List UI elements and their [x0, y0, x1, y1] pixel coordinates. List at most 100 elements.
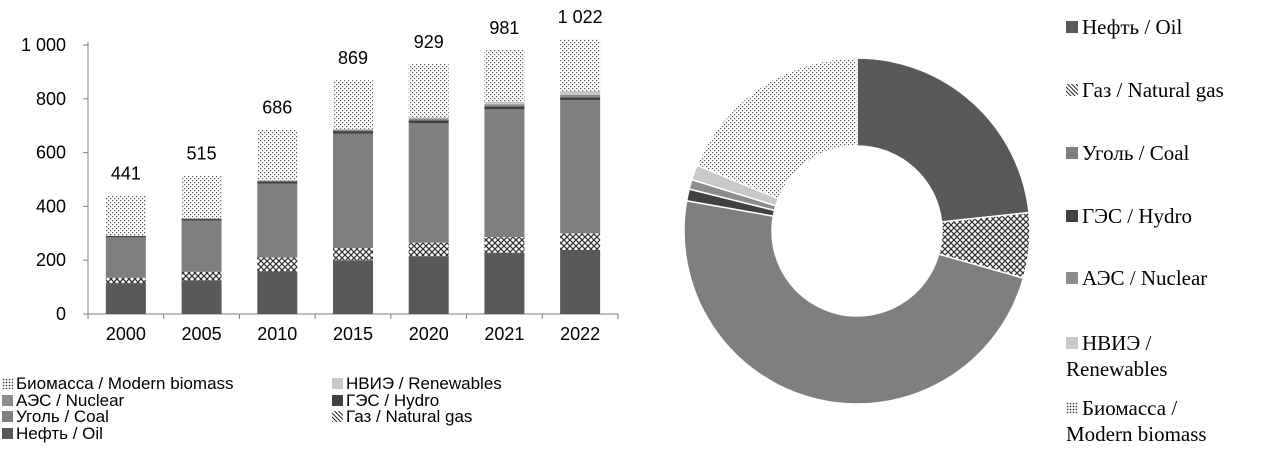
y-tick-label: 0 [56, 304, 66, 324]
bar-segment-biomass-2015 [333, 80, 373, 129]
legend-item-coal: Уголь / Coal [2, 407, 109, 426]
x-tick-label: 2021 [484, 324, 524, 344]
legend-label: Modern biomass [1066, 422, 1207, 446]
bar-segment-coal-2015 [333, 133, 373, 249]
x-tick-label: 2020 [409, 324, 449, 344]
legend-item-gas: Газ / Natural gas [332, 407, 473, 426]
legend-label: Renewables [1066, 357, 1168, 381]
bar-segment-renewables-2022 [560, 90, 601, 95]
bar-segment-biomass-2010 [257, 129, 298, 181]
donut-slice-biomass [695, 57, 858, 200]
bar-segment-hydro-2005 [181, 219, 222, 221]
donut-slice-hydro [685, 188, 776, 217]
bar-segment-renewables-2015 [333, 128, 373, 130]
y-tick-label: 200 [36, 250, 66, 270]
legend-swatch-nuclear [1066, 272, 1078, 284]
bar-segment-hydro-2015 [333, 131, 373, 134]
bar-total-label: 1 022 [558, 7, 603, 27]
bar-segment-oil-2020 [408, 256, 449, 314]
bar-segment-hydro-2020 [408, 120, 449, 124]
bar-segment-biomass-2020 [408, 64, 449, 118]
donut-slice-coal [683, 199, 1025, 405]
bar-segment-gas-2005 [181, 271, 222, 281]
donut-slice-gas [937, 211, 1031, 280]
bar-segment-gas-2000 [105, 277, 146, 284]
bar-segment-oil-2005 [181, 280, 222, 314]
x-tick-label: 2010 [257, 324, 297, 344]
bar-segment-coal-2000 [105, 237, 146, 278]
legend-swatch-oil [2, 427, 13, 439]
bar-total-label: 929 [414, 32, 444, 52]
y-tick-label: 400 [36, 196, 66, 216]
bar-segment-coal-2022 [560, 100, 601, 234]
bar-segment-nuclear-2021 [484, 104, 525, 107]
legend-item-oil: Нефть / Oil [2, 423, 103, 443]
bar-total-label: 869 [338, 48, 368, 68]
bar-segment-renewables-2021 [484, 102, 525, 105]
bar-segment-nuclear-2022 [560, 94, 601, 98]
bar-segment-gas-2010 [257, 257, 298, 272]
bar-segment-coal-2020 [408, 123, 449, 243]
bar-segment-biomass-2000 [105, 195, 146, 236]
legend-label: НВИЭ / [1082, 331, 1152, 355]
bar-segment-oil-2021 [484, 252, 525, 314]
legend-label: Уголь / Coal [16, 407, 109, 426]
legend-swatch-gas [1066, 84, 1078, 96]
legend-item-nuclear: АЭС / Nuclear [1066, 265, 1207, 291]
legend-label: Нефть / Oil [16, 423, 103, 443]
legend-swatch-gas [332, 411, 343, 422]
bar-total-label: 981 [489, 18, 519, 38]
legend-item-renewables: НВИЭ / Renewables [332, 374, 502, 393]
donut-slice-oil [856, 57, 1030, 223]
stacked-bar-chart: 0 200 400 600 800 1 000 2000 441 2005 515 2010 686 2… [21, 7, 619, 344]
legend-swatch-coal [2, 411, 13, 422]
bar-segment-gas-2015 [333, 248, 373, 261]
legend-swatch-hydro [332, 394, 343, 406]
bar-segment-hydro-2000 [105, 235, 146, 238]
legend-item-biomass: Биомасса / Modern biomass [1066, 395, 1207, 447]
bar-segment-coal-2005 [181, 220, 222, 272]
bar-segment-gas-2022 [560, 233, 601, 250]
legend-label: Газ / Natural gas [1082, 78, 1224, 102]
legend-swatch-biomass [1066, 402, 1078, 414]
x-tick-label: 2015 [333, 324, 373, 344]
x-tick-label: 2000 [106, 324, 146, 344]
legend-swatch-biomass [2, 378, 13, 389]
legend-swatch-renewables [332, 378, 343, 389]
legend-label: НВИЭ / Renewables [346, 374, 502, 393]
bar-segment-coal-2021 [484, 109, 525, 238]
bar-segment-oil-2015 [333, 260, 373, 314]
bar-segment-nuclear-2020 [408, 118, 449, 121]
bar-segment-oil-2000 [105, 283, 146, 314]
legend-item-hydro: ГЭС / Hydro [332, 390, 440, 410]
legend-label: Газ / Natural gas [346, 407, 473, 426]
donut-slice-renewables [690, 164, 780, 207]
bar-segment-coal-2010 [257, 183, 298, 258]
bar-total-label: 441 [111, 163, 141, 183]
legend-item-nuclear: АЭС / Nuclear [2, 392, 124, 410]
legend-item-hydro: ГЭС / Hydro [1066, 203, 1192, 229]
legend-item-renewables: НВИЭ / Renewables [1066, 330, 1167, 382]
bar-segment-biomass-2005 [181, 175, 222, 219]
bar-segment-hydro-2010 [257, 181, 298, 184]
legend-item-oil: Нефть / Oil [1066, 14, 1182, 40]
bar-segment-renewables-2020 [408, 117, 449, 119]
bar-total-label: 686 [262, 97, 292, 117]
bar-segment-hydro-2022 [560, 97, 601, 101]
legend-label: ГЭС / Hydro [346, 390, 440, 410]
legend-label: ГЭС / Hydro [1082, 204, 1193, 228]
bar-segment-biomass-2022 [560, 39, 601, 91]
y-tick-label: 1 000 [21, 35, 66, 55]
legend-label: АЭС / Nuclear [1082, 266, 1208, 290]
legend-swatch-renewables [1066, 337, 1078, 349]
bar-segment-nuclear-2010 [257, 180, 298, 182]
legend-label: Биомасса / [1082, 396, 1178, 420]
bar-segment-gas-2020 [408, 242, 449, 257]
y-tick-label: 600 [36, 143, 66, 163]
bar-segment-biomass-2021 [484, 50, 525, 103]
legend-item-gas: Газ / Natural gas [1066, 77, 1224, 103]
donut-slice-nuclear [688, 178, 777, 212]
bar-segment-nuclear-2005 [181, 218, 222, 220]
legend-swatch-oil [1066, 21, 1078, 33]
y-tick-label: 800 [36, 89, 66, 109]
